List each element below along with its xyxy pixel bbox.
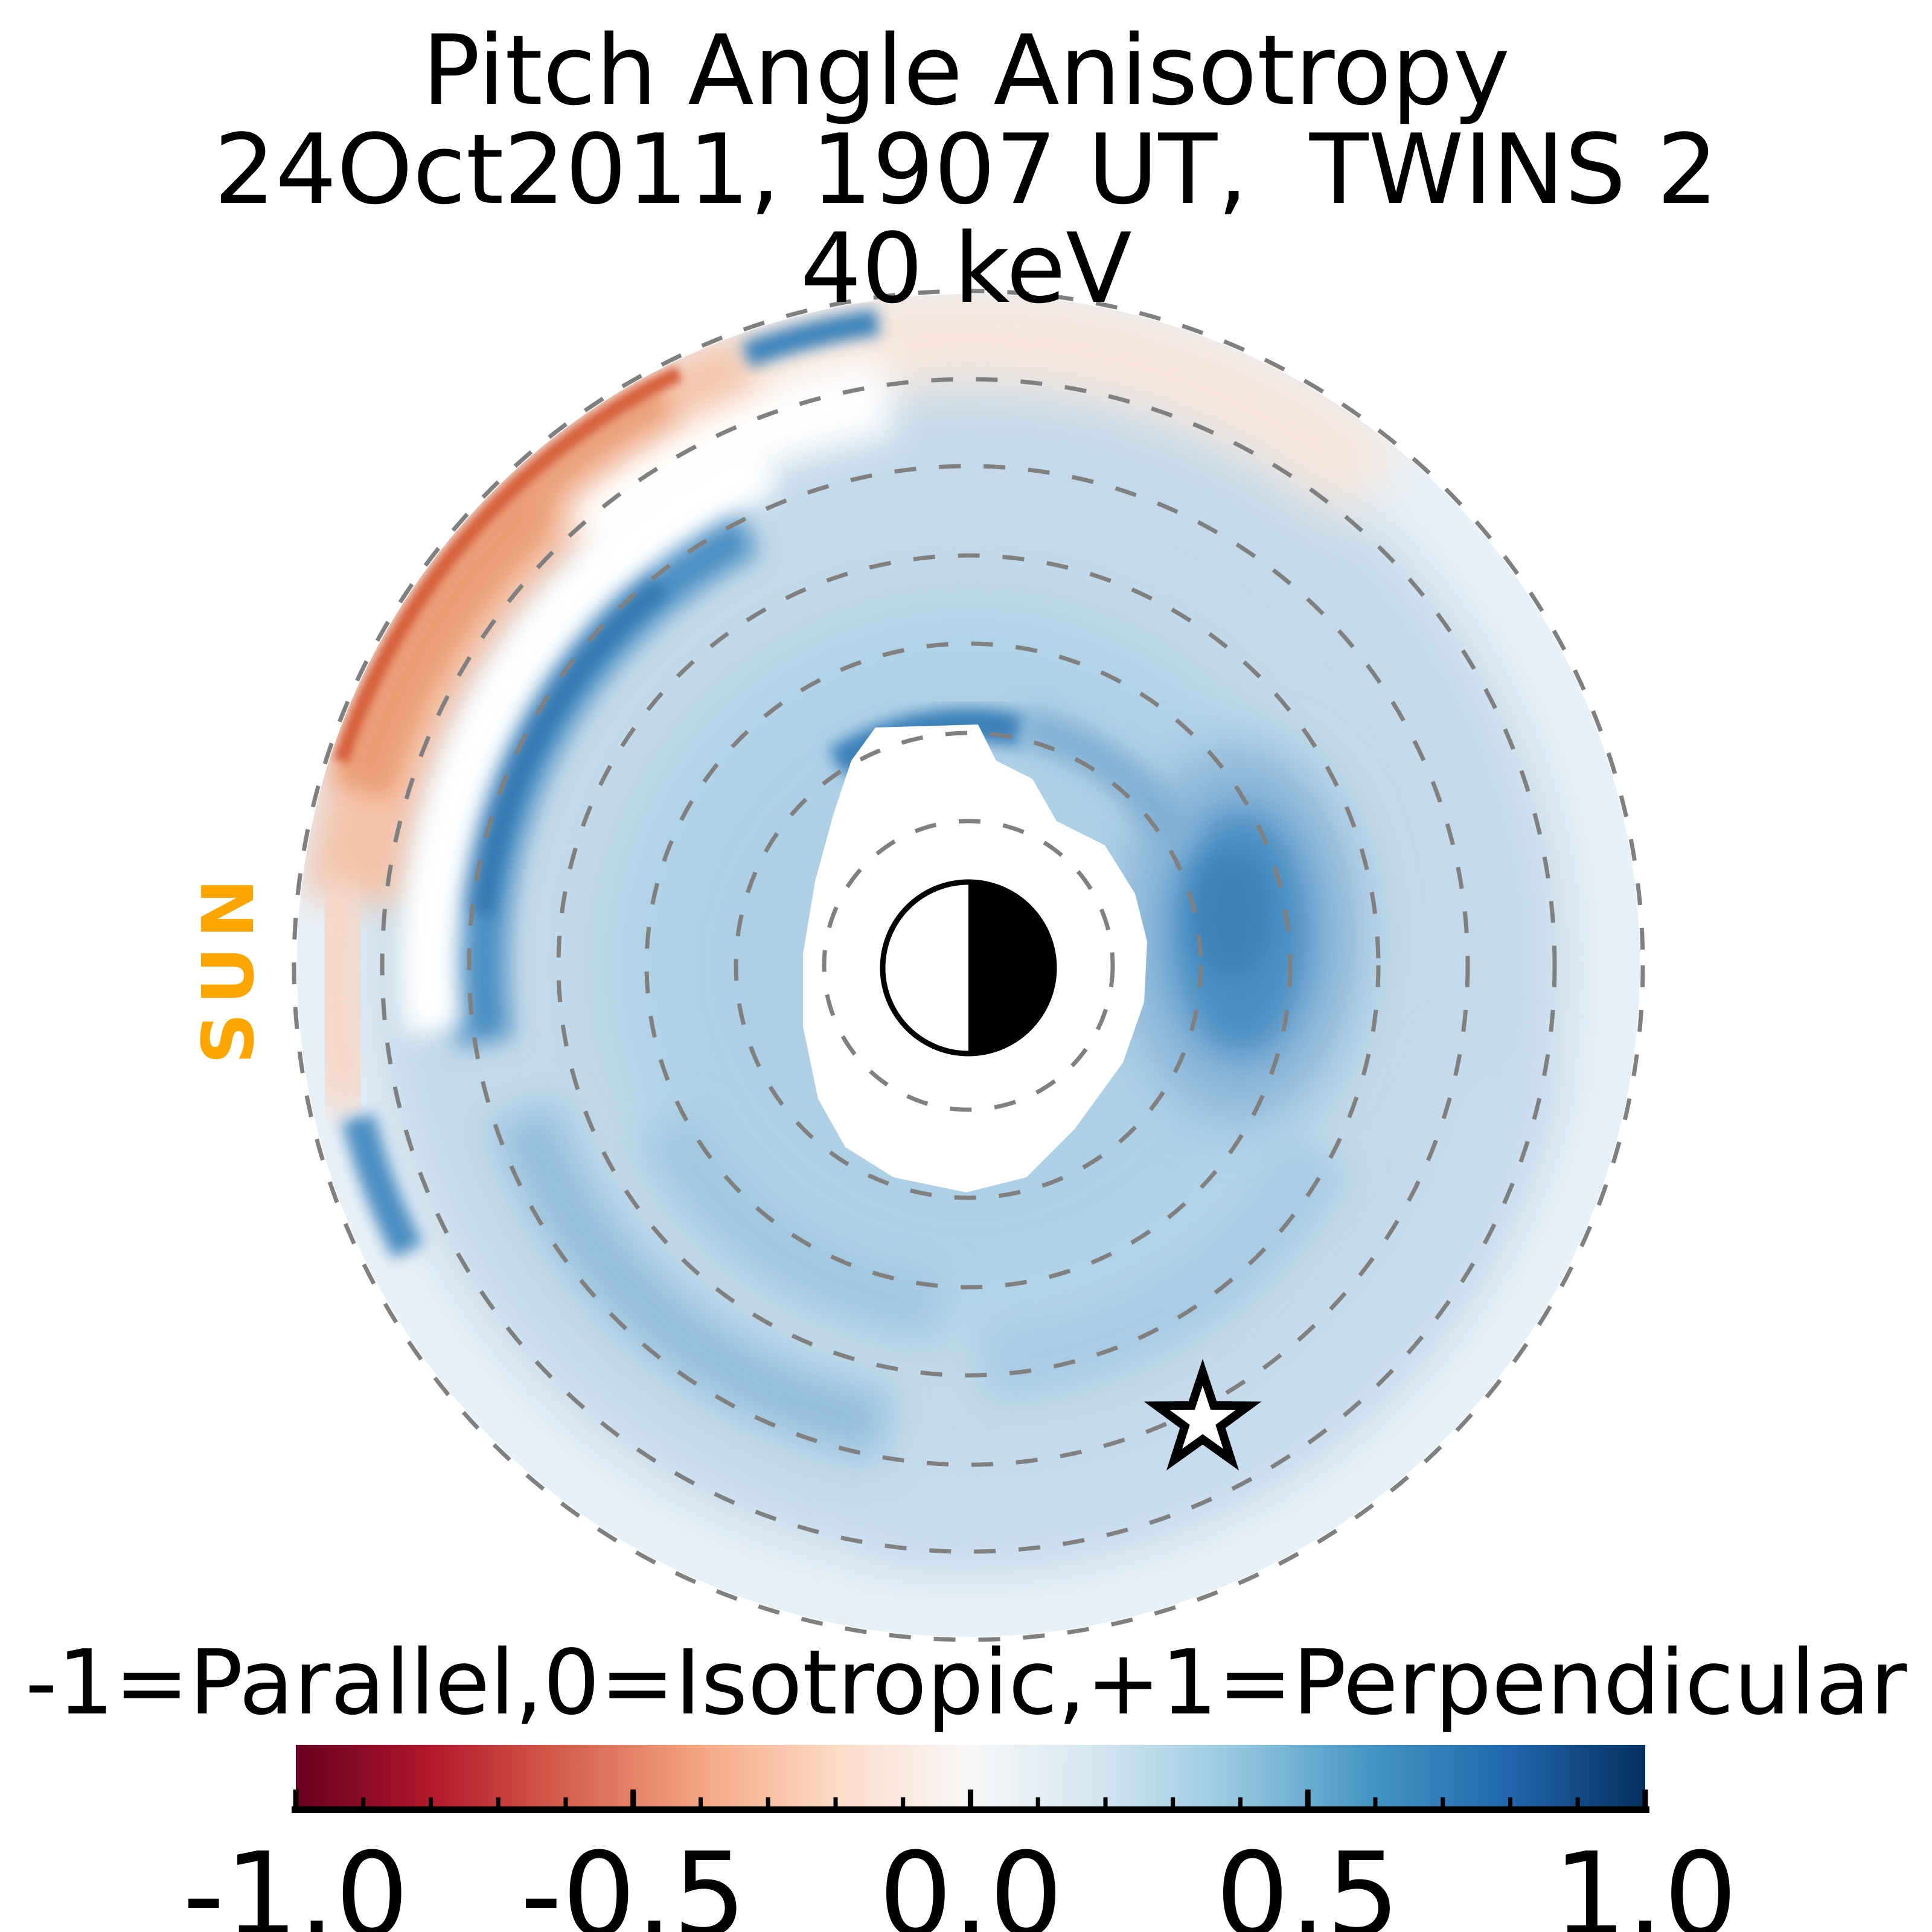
colorbar-major-tick <box>293 1790 299 1811</box>
colorbar-major-tick <box>968 1790 973 1811</box>
earth-nightside <box>968 882 1054 1054</box>
title-line-2: 24Oct2011, 1907 UT, TWINS 2 <box>214 113 1718 226</box>
white-gap-band-upper <box>558 358 895 569</box>
faint-outer-band-bottom-right <box>866 1051 1548 1554</box>
ring-2re <box>822 819 1115 1112</box>
colorbar-minor-tick <box>1441 1797 1445 1811</box>
colorbar-minor-tick <box>766 1797 770 1811</box>
l-shell-rings <box>292 289 1645 1642</box>
earth-outline <box>880 879 1057 1057</box>
bottom-right-band <box>980 1132 1352 1400</box>
dark-blue-arc-left-core <box>461 569 668 915</box>
colorbar-minor-tick <box>361 1797 366 1811</box>
colorbar-minor-tick <box>563 1797 568 1811</box>
exclusion-rim-fringe-right <box>1019 709 1197 853</box>
colorbar-tick-label-0: 0.0 <box>878 1828 1063 1932</box>
ring-7re <box>380 377 1557 1554</box>
dark-blue-streak-bottom-left-edge <box>342 1113 423 1259</box>
dark-blue-edge-streak-top-left <box>741 309 880 369</box>
ring-4re <box>644 641 1293 1290</box>
plot-title: Pitch Angle Anisotropy 24Oct2011, 1907 U… <box>0 21 1932 318</box>
colorbar-major-tick <box>630 1790 636 1811</box>
colorbar-minor-tick <box>833 1797 838 1811</box>
colorbar-minor-tick <box>1575 1797 1580 1811</box>
colorbar-tick-label-0p5: 0.5 <box>1215 1828 1400 1932</box>
colorbar-label: -1=Parallel,0=Isotropic,+1=Perpendicular <box>25 1631 1907 1735</box>
right-knot-core <box>1192 851 1271 978</box>
bottom-band-outer <box>488 1099 894 1462</box>
colorbar-minor-tick <box>1171 1797 1176 1811</box>
deep-salmon-core <box>330 379 686 800</box>
sun-direction-label: SUN <box>187 870 270 1064</box>
bottom-band-inner <box>639 1110 942 1337</box>
earth-icon <box>880 879 1057 1057</box>
ring-6re <box>467 464 1470 1467</box>
ring-5re <box>556 553 1381 1378</box>
colorbar-minor-tick <box>429 1797 433 1811</box>
colorbar-minor-tick <box>1103 1797 1108 1811</box>
colorbar-minor-tick <box>1508 1797 1512 1811</box>
salmon-tail-lower-left <box>304 884 380 1115</box>
colorbar-tick-label-neg0p5: -0.5 <box>520 1828 747 1932</box>
colorbar-minor-tick <box>1238 1797 1243 1811</box>
colorbar-minor-tick <box>1373 1797 1378 1811</box>
colorbar-minor-tick <box>496 1797 501 1811</box>
star-marker-icon <box>1144 1358 1262 1471</box>
colorbar-minor-tick <box>901 1797 906 1811</box>
dark-red-edge-pixels <box>333 366 683 764</box>
colorbar-minor-tick <box>699 1797 703 1811</box>
title-line-1: Pitch Angle Anisotropy <box>421 14 1511 127</box>
title-line-3: 40 keV <box>800 212 1132 325</box>
ring-8re <box>292 289 1645 1642</box>
colorbar-axis <box>292 1790 1649 1813</box>
colorbar-tick-label-1: 1.0 <box>1553 1828 1738 1932</box>
pale-pink-top-rim-cap <box>632 294 1401 519</box>
colorbar-major-tick <box>1642 1790 1648 1811</box>
colorbar-major-tick <box>1305 1790 1311 1811</box>
ring-3re <box>734 731 1203 1200</box>
colorbar-minor-tick <box>1035 1797 1040 1811</box>
colorbar-tick-label-neg1: -1.0 <box>182 1828 409 1932</box>
